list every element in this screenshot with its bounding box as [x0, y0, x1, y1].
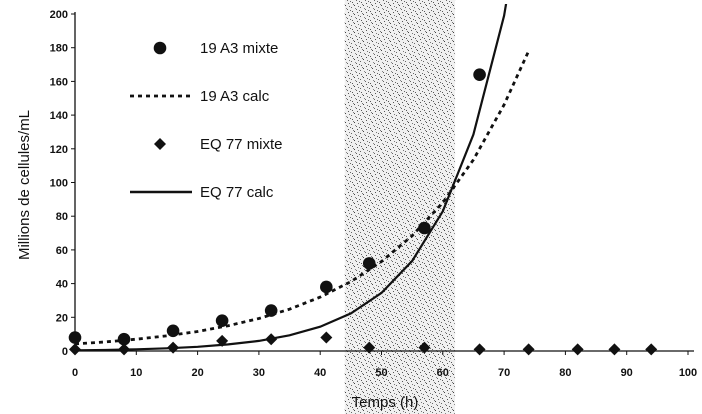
- y-tick-label: 160: [50, 76, 68, 88]
- y-tick-label: 40: [56, 279, 68, 291]
- x-tick-label: 100: [679, 367, 697, 379]
- y-tick-label: 60: [56, 245, 68, 257]
- y-tick-label: 100: [50, 178, 68, 190]
- y-axis-title: Millions de cellules/mL: [16, 110, 33, 260]
- x-tick-label: 0: [72, 367, 78, 379]
- y-tick-label: 180: [50, 43, 68, 55]
- data-point-diamond: [320, 331, 333, 344]
- legend-label: EQ 77 mixte: [200, 136, 283, 153]
- y-tick-label: 80: [56, 211, 68, 223]
- x-tick-label: 10: [130, 367, 142, 379]
- data-point-diamond: [363, 341, 376, 354]
- data-point-circle: [68, 331, 82, 344]
- y-tick-label: 120: [50, 144, 68, 156]
- series-2: [75, 50, 530, 346]
- data-point-diamond: [418, 341, 431, 354]
- data-point-diamond: [522, 343, 535, 356]
- data-point-circle: [215, 314, 229, 327]
- x-tick-label: 90: [621, 367, 633, 379]
- legend-marker-diamond: [154, 138, 166, 150]
- x-tick-label: 20: [191, 367, 203, 379]
- x-tick-label: 80: [559, 367, 571, 379]
- y-tick-label: 140: [50, 110, 68, 122]
- legend-label: 19 A3 mixte: [200, 40, 278, 57]
- series-3: [69, 331, 658, 356]
- data-point-diamond: [571, 343, 584, 356]
- y-tick-label: 20: [56, 312, 68, 324]
- dashed-curve: [75, 50, 530, 346]
- legend-marker-circle: [153, 41, 167, 55]
- data-point-circle: [362, 257, 376, 270]
- x-tick-label: 70: [498, 367, 510, 379]
- shaded-region-speckle: [344, 0, 456, 414]
- series-4: [75, 4, 508, 351]
- legend-label: EQ 77 calc: [200, 184, 274, 201]
- x-tick-label: 40: [314, 367, 326, 379]
- series-layer: [68, 4, 658, 356]
- data-point-diamond: [645, 343, 658, 356]
- data-point-diamond: [473, 343, 486, 356]
- data-point-circle: [320, 280, 333, 294]
- x-tick-label: 50: [375, 367, 387, 379]
- y-tick-label: 0: [62, 346, 68, 358]
- solid-curve: [75, 4, 508, 351]
- series-1: [68, 68, 486, 346]
- data-point-circle: [166, 324, 180, 338]
- y-tick-label: 200: [50, 9, 68, 21]
- data-point-circle: [473, 68, 486, 81]
- shaded-region-layer: [344, 0, 456, 414]
- data-point-diamond: [608, 343, 621, 356]
- legend-label: 19 A3 calc: [200, 88, 270, 105]
- x-tick-label: 60: [437, 367, 449, 379]
- x-axis-title: Temps (h): [352, 394, 419, 411]
- x-tick-label: 30: [253, 367, 265, 379]
- legend: 19 A3 mixte 19 A3 calc EQ 77 mixte EQ 77 ca…: [130, 40, 283, 201]
- axes-layer: 0 20 40 60 80 100 120 140 160 180 200 0 10 20 30 40 50 60…: [50, 9, 698, 379]
